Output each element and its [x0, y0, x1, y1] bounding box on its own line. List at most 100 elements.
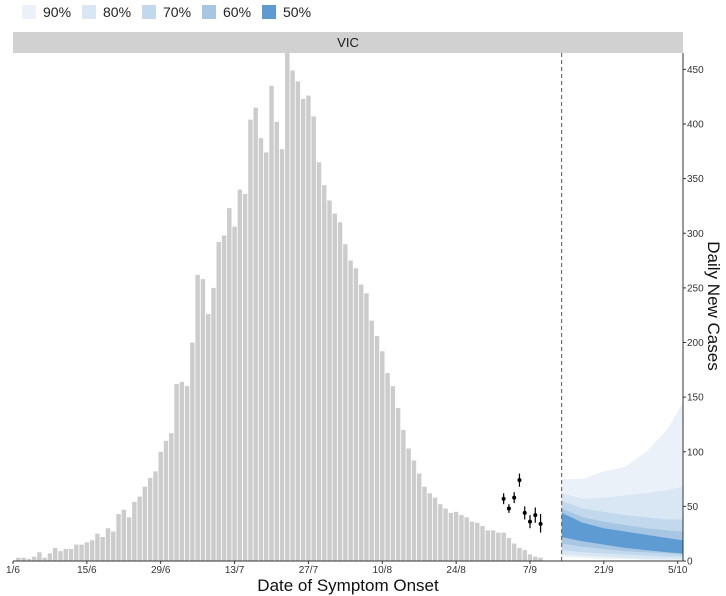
y-tick-label: 0 [687, 557, 693, 568]
y-tick-label: 200 [687, 338, 704, 349]
bar [184, 386, 190, 561]
bar [311, 116, 316, 562]
bar [316, 162, 322, 561]
bar [105, 528, 111, 561]
bar [248, 119, 253, 561]
y-axis-title: Daily New Cases [704, 241, 723, 370]
x-tick-label: 7/9 [523, 565, 537, 576]
bar [496, 532, 501, 561]
bar [116, 514, 121, 561]
bar [443, 508, 448, 561]
bar [163, 440, 169, 561]
bar [501, 532, 506, 561]
x-tick-label: 29/6 [151, 565, 171, 576]
bar [306, 95, 311, 562]
bar [52, 547, 58, 561]
bar [369, 320, 374, 561]
bar [264, 152, 269, 562]
bar [74, 544, 79, 561]
bar [337, 222, 343, 561]
bar [137, 496, 142, 561]
bar [216, 242, 221, 561]
nowcast-point [517, 478, 522, 483]
bar [195, 274, 200, 561]
bar [16, 557, 21, 561]
bar [453, 511, 459, 561]
x-tick-label: 21/9 [594, 565, 614, 576]
bar [506, 538, 512, 561]
bar [126, 517, 132, 561]
bar [242, 193, 248, 561]
bar [221, 235, 227, 561]
bar [533, 556, 538, 561]
bar [95, 533, 100, 561]
bar [364, 293, 369, 561]
bar [480, 526, 485, 561]
x-tick-label: 1/6 [6, 565, 20, 576]
bar [343, 244, 348, 561]
bar [385, 373, 390, 561]
nowcast-point [501, 496, 506, 501]
bar [517, 547, 522, 561]
nowcast-point [506, 506, 511, 511]
bar [84, 542, 90, 561]
bar [58, 551, 63, 561]
bar [322, 185, 327, 561]
legend-label-3: 60% [223, 4, 251, 20]
bar [374, 335, 380, 561]
y-tick-label: 300 [687, 229, 704, 240]
bar [31, 556, 37, 561]
bar [438, 504, 443, 561]
bar [511, 543, 517, 561]
bar [290, 70, 295, 561]
y-axis: 0 50 100 150 200 250 300 350 400 450 [682, 53, 704, 568]
bar [142, 486, 148, 561]
legend: 90% 80% 70% 60% 50% [22, 4, 311, 20]
bar [200, 279, 206, 561]
bar [538, 557, 543, 561]
bar [406, 448, 411, 561]
legend-label-0: 90% [43, 4, 71, 20]
bar [79, 544, 84, 561]
x-axis-title: Date of Symptom Onset [257, 576, 439, 595]
y-tick-label: 250 [687, 283, 704, 294]
bar [179, 381, 185, 561]
y-tick-label: 150 [687, 393, 704, 404]
nowcast-point [533, 513, 538, 518]
bar [522, 550, 527, 561]
legend-swatch-1 [82, 5, 96, 19]
bar [211, 287, 216, 561]
legend-label-4: 50% [283, 4, 311, 20]
bar [411, 460, 417, 561]
bar [169, 433, 174, 561]
bar [21, 557, 26, 561]
bar [63, 548, 68, 561]
plot-panel [16, 53, 683, 562]
bar [153, 471, 158, 561]
bar [132, 502, 137, 561]
legend-label-1: 80% [103, 4, 131, 20]
bar [300, 98, 306, 561]
bar [68, 548, 74, 561]
legend-swatch-2 [142, 5, 156, 19]
bar [174, 384, 179, 561]
bar [89, 540, 95, 561]
bar [269, 85, 274, 562]
x-tick-label: 24/8 [446, 565, 466, 576]
x-tick-label: 27/7 [299, 565, 319, 576]
bar [401, 429, 406, 561]
y-tick-label: 100 [687, 447, 704, 458]
bar [121, 509, 126, 561]
y-tick-label: 50 [687, 502, 699, 513]
bar [448, 512, 454, 561]
bar [527, 554, 533, 561]
bar [332, 213, 338, 561]
legend-swatch-0 [22, 5, 36, 19]
bar [227, 208, 232, 561]
bar [279, 149, 285, 561]
bar [390, 386, 396, 561]
bar [285, 53, 290, 561]
bar [327, 200, 332, 562]
nowcast-point [538, 521, 543, 526]
